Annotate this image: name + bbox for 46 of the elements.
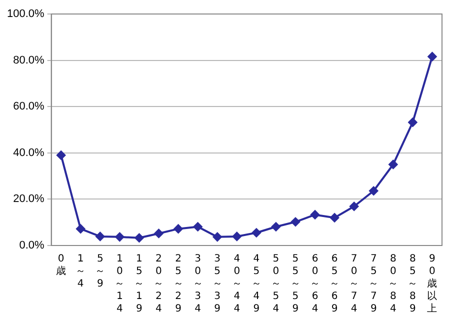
point xyxy=(252,228,261,238)
point xyxy=(428,52,437,62)
x-tick-label: 65～69 xyxy=(330,253,340,314)
point xyxy=(96,232,105,241)
point xyxy=(350,202,359,211)
point xyxy=(369,186,378,196)
point xyxy=(76,224,86,234)
point xyxy=(388,160,398,169)
x-tick-label: 1～4 xyxy=(76,253,86,290)
point xyxy=(290,217,300,226)
point xyxy=(134,233,144,242)
x-tick-label: 0歳 xyxy=(56,253,66,277)
y-tick-label: 80.0% xyxy=(13,54,45,66)
x-tick-label: 40～44 xyxy=(232,253,242,314)
y-tick-label: 0.0% xyxy=(19,240,45,252)
x-tick-label: 80～84 xyxy=(388,253,398,314)
x-tick-label: 10～14 xyxy=(114,253,125,314)
x-tick-label: 90歳以上 xyxy=(427,253,438,314)
x-tick-label: 75～79 xyxy=(368,253,379,314)
y-tick-label: 40.0% xyxy=(13,146,45,159)
x-tick-label: 25～29 xyxy=(173,253,184,314)
x-tick-label: 55～59 xyxy=(290,253,300,314)
point xyxy=(232,232,242,241)
point xyxy=(212,232,222,242)
x-tick-label: 35～39 xyxy=(212,253,222,314)
x-tick-label: 30～34 xyxy=(192,253,203,314)
x-tick-label: 70～74 xyxy=(349,253,360,314)
x-tick-label: 60～64 xyxy=(310,253,320,314)
point xyxy=(330,213,340,222)
point xyxy=(408,118,418,127)
x-tick-label: 85～89 xyxy=(408,253,418,314)
point xyxy=(56,150,66,160)
point xyxy=(115,232,124,242)
point xyxy=(174,224,183,234)
point xyxy=(271,222,280,232)
x-tick-label: 50～54 xyxy=(270,253,281,314)
x-tick-label: 45～49 xyxy=(251,253,262,314)
point xyxy=(310,210,320,220)
point xyxy=(154,228,164,238)
x-tick-label: 20～24 xyxy=(154,253,164,314)
y-tick-label: 100.0% xyxy=(6,8,45,20)
y-tick-label: 20.0% xyxy=(13,193,45,206)
x-tick-label: 5～9 xyxy=(95,253,106,290)
point xyxy=(193,222,202,232)
x-tick-label: 15～19 xyxy=(134,253,144,314)
y-tick-label: 60.0% xyxy=(13,100,45,113)
